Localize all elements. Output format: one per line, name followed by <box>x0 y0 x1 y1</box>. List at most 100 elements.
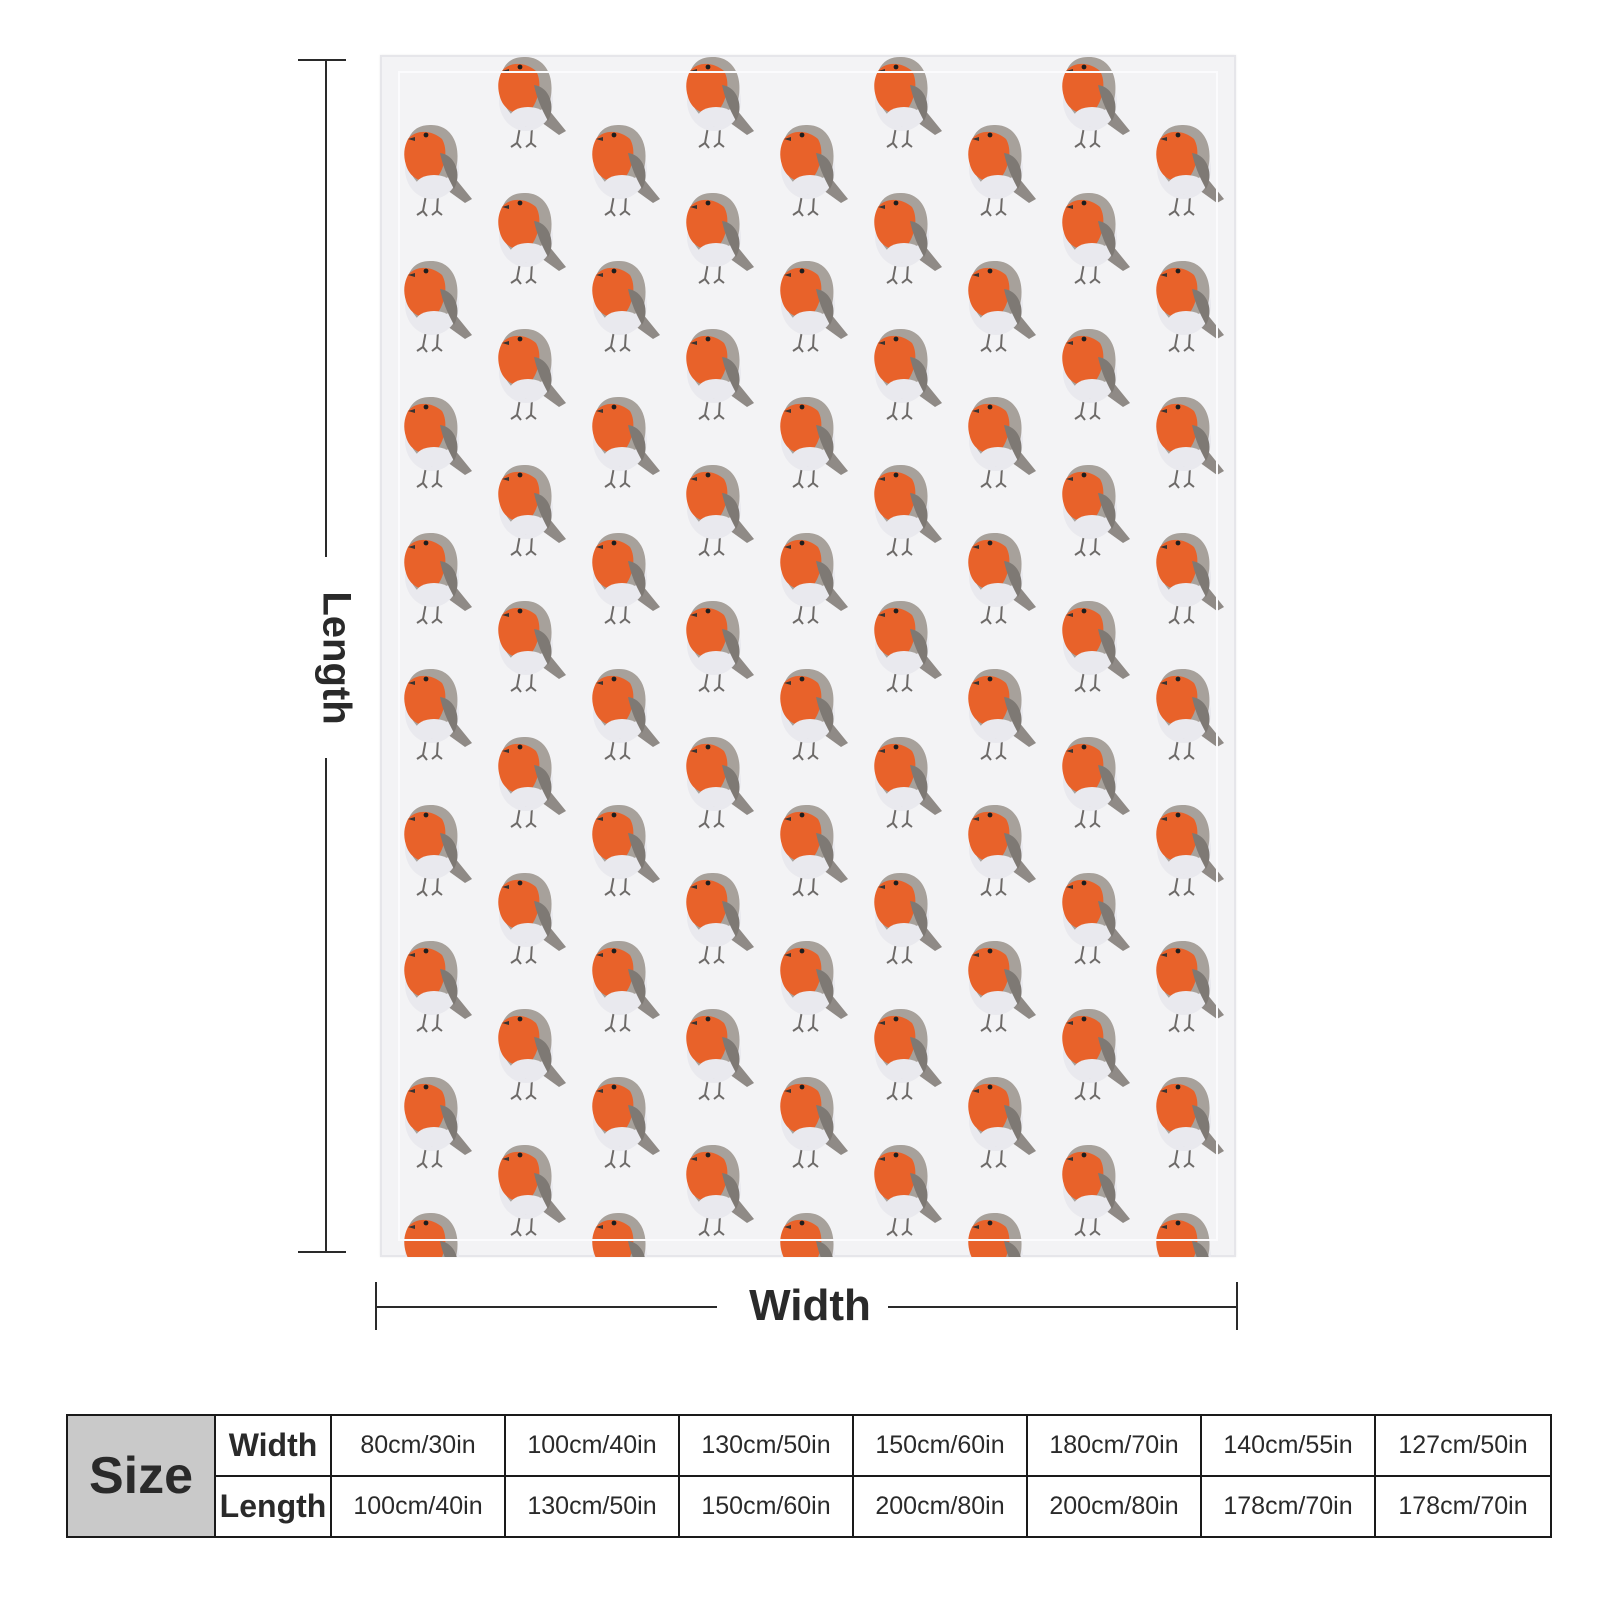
robin-icon <box>1155 123 1225 217</box>
robin-icon <box>403 259 473 353</box>
row-label-width: Width <box>214 1414 332 1477</box>
robin-icon <box>779 1211 849 1257</box>
length-label-text: Length <box>314 591 359 725</box>
robin-icon <box>873 55 943 149</box>
robin-icon <box>967 939 1037 1033</box>
robin-icon <box>685 327 755 421</box>
robin-icon <box>967 123 1037 217</box>
robin-icon <box>685 735 755 829</box>
robin-icon <box>497 463 567 557</box>
robin-icon <box>591 667 661 761</box>
robin-icon <box>1155 1211 1225 1257</box>
robin-icon <box>779 259 849 353</box>
robin-icon <box>779 123 849 217</box>
robin-icon <box>967 1075 1037 1169</box>
robin-icon <box>779 803 849 897</box>
robin-icon <box>967 259 1037 353</box>
robin-icon <box>967 803 1037 897</box>
size-table: Size Width 80cm/30in 100cm/40in 130cm/50… <box>66 1414 1552 1538</box>
robin-icon <box>967 667 1037 761</box>
robin-icon <box>873 191 943 285</box>
length-marker-bottom-cap <box>298 1251 346 1253</box>
width-marker-line-right <box>888 1306 1237 1308</box>
robin-icon <box>403 123 473 217</box>
robin-icon <box>685 463 755 557</box>
length-cell: 150cm/60in <box>678 1475 854 1538</box>
robin-icon <box>497 1143 567 1237</box>
robin-icon <box>1061 55 1131 149</box>
robin-icon <box>497 735 567 829</box>
robin-icon <box>685 1143 755 1237</box>
length-marker-line-top <box>325 59 327 557</box>
robin-icon <box>1155 667 1225 761</box>
robin-icon <box>403 395 473 489</box>
width-cell: 127cm/50in <box>1374 1414 1552 1477</box>
robin-icon <box>497 599 567 693</box>
length-cell: 200cm/80in <box>1026 1475 1202 1538</box>
robin-icon <box>591 1211 661 1257</box>
robin-icon <box>591 939 661 1033</box>
robin-icon <box>873 327 943 421</box>
width-cell: 80cm/30in <box>330 1414 506 1477</box>
robin-icon <box>1155 1075 1225 1169</box>
size-table-row-width: Size Width 80cm/30in 100cm/40in 130cm/50… <box>66 1414 1552 1538</box>
width-cell: 130cm/50in <box>678 1414 854 1477</box>
robin-icon <box>685 599 755 693</box>
size-header: Size <box>66 1414 216 1538</box>
width-marker-right-cap <box>1236 1282 1238 1330</box>
robin-icon <box>497 191 567 285</box>
robin-icon <box>403 1075 473 1169</box>
robin-icon <box>1155 259 1225 353</box>
robin-icon <box>497 1007 567 1101</box>
size-table-row-length: Length 100cm/40in 130cm/50in 150cm/60in … <box>67 1475 1552 1538</box>
width-marker-line-left <box>375 1306 717 1308</box>
length-cell: 178cm/70in <box>1374 1475 1552 1538</box>
robin-icon <box>685 191 755 285</box>
robin-icon <box>779 667 849 761</box>
robin-icon <box>1061 1007 1131 1101</box>
robin-icon <box>497 327 567 421</box>
robin-icon <box>1155 803 1225 897</box>
length-marker-line-bottom <box>325 758 327 1252</box>
length-cell: 130cm/50in <box>504 1475 680 1538</box>
length-cell: 100cm/40in <box>330 1475 506 1538</box>
robin-icon <box>685 871 755 965</box>
robin-icon <box>497 871 567 965</box>
robin-icon <box>1061 1143 1131 1237</box>
robin-icon <box>403 1211 473 1257</box>
robin-icon <box>403 667 473 761</box>
blanket-image <box>380 55 1236 1257</box>
robin-icon <box>1061 735 1131 829</box>
robin-icon <box>591 395 661 489</box>
robin-icon <box>779 531 849 625</box>
robin-icon <box>403 939 473 1033</box>
robin-icon <box>591 259 661 353</box>
robin-icon <box>967 1211 1037 1257</box>
robin-icon <box>779 939 849 1033</box>
length-cell: 200cm/80in <box>852 1475 1028 1538</box>
robin-icon <box>685 1007 755 1101</box>
robin-icon <box>1155 395 1225 489</box>
width-cell: 100cm/40in <box>504 1414 680 1477</box>
robin-icon <box>873 1007 943 1101</box>
robin-icon <box>1155 939 1225 1033</box>
robin-pattern <box>403 55 1225 1257</box>
robin-icon <box>1061 463 1131 557</box>
robin-icon <box>1061 327 1131 421</box>
robin-icon <box>403 803 473 897</box>
width-cell: 150cm/60in <box>852 1414 1028 1477</box>
width-label: Width <box>749 1281 871 1330</box>
width-cell: 180cm/70in <box>1026 1414 1202 1477</box>
robin-icon <box>1061 871 1131 965</box>
robin-icon <box>591 803 661 897</box>
robin-icon <box>873 871 943 965</box>
length-marker-top-cap <box>298 59 346 61</box>
robin-icon <box>873 463 943 557</box>
robin-icon <box>1061 191 1131 285</box>
length-cell: 178cm/70in <box>1200 1475 1376 1538</box>
robin-icon <box>403 531 473 625</box>
robin-icon <box>497 55 567 149</box>
robin-icon <box>1061 599 1131 693</box>
robin-icon <box>591 1075 661 1169</box>
robin-icon <box>591 123 661 217</box>
